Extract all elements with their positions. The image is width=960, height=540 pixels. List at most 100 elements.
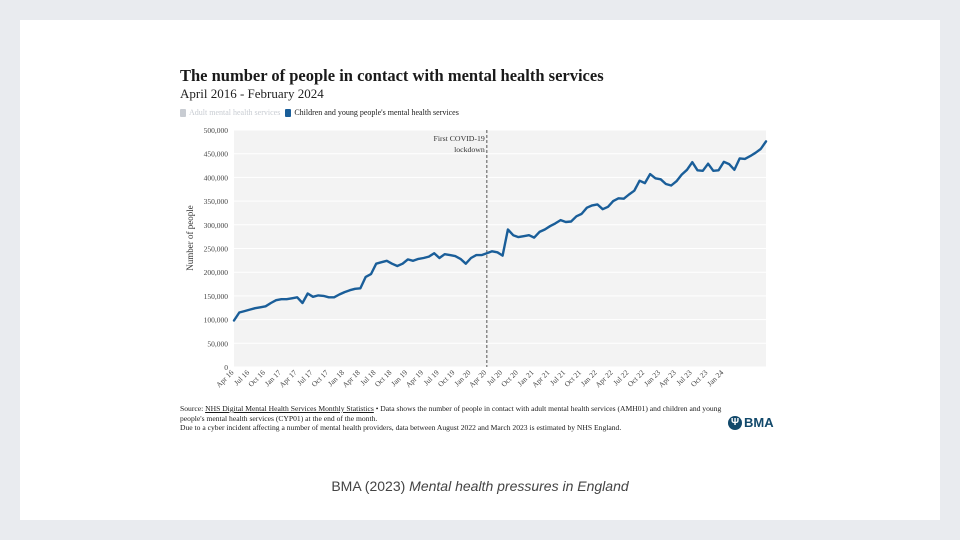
data-point (470, 257, 472, 259)
data-point (702, 170, 704, 172)
caption-title: Mental health pressures in England (409, 478, 629, 494)
data-point (538, 231, 541, 233)
data-point (465, 263, 467, 265)
data-point (270, 302, 272, 304)
x-tick-label: Oct 17 (310, 368, 331, 389)
x-tick-label: Jan 24 (705, 368, 725, 388)
data-point (528, 234, 530, 236)
data-point (486, 252, 488, 254)
data-point (238, 311, 240, 314)
data-point (554, 222, 556, 224)
data-point (449, 254, 451, 256)
data-point (760, 148, 762, 150)
line-chart: 0 50,000 100,000 150,000 200,000 250,000 300,0… (185, 126, 768, 389)
data-point (654, 177, 656, 179)
data-point (754, 152, 757, 154)
y-tick-label: 150,000 (204, 292, 229, 301)
data-point (565, 221, 567, 223)
data-point (407, 258, 409, 261)
x-tick-label: Apr 18 (341, 368, 362, 389)
data-point (570, 220, 572, 223)
data-point (233, 319, 235, 322)
data-point (275, 299, 277, 301)
data-point (675, 180, 678, 182)
data-point (586, 207, 588, 209)
data-point (433, 252, 435, 254)
cyber-incident-note: Due to a cyber incident affecting a numb… (180, 423, 622, 433)
data-point (623, 198, 625, 200)
data-point (681, 173, 683, 176)
legend-item-adult[interactable]: Adult mental health services (180, 108, 280, 117)
data-point (717, 169, 720, 171)
legend-label-adult: Adult mental health services (189, 108, 281, 117)
legend-swatch-adult (180, 108, 186, 117)
data-point (686, 169, 688, 171)
legend-swatch-children (285, 108, 292, 117)
data-point (728, 163, 730, 165)
x-tick-label: Oct 23 (689, 368, 710, 389)
data-point (638, 180, 641, 182)
data-point (254, 307, 256, 309)
data-point (491, 250, 493, 252)
slide-caption: BMA (2023) Mental health pressures in En… (0, 478, 960, 494)
covid-annotation-text: First COVID-19 (433, 134, 484, 143)
x-tick-label: Oct 20 (499, 368, 520, 389)
chart-subtitle: April 2016 - February 2024 (180, 86, 324, 101)
data-point (612, 200, 614, 202)
data-point (502, 255, 504, 257)
source-link[interactable]: NHS Digital Mental Health Services Month… (205, 404, 374, 413)
data-point (333, 296, 335, 298)
data-point (523, 235, 525, 237)
data-point (312, 296, 314, 298)
data-point (444, 253, 446, 255)
data-point (438, 257, 441, 259)
data-point (459, 258, 462, 260)
y-tick-label: 500,000 (204, 126, 229, 135)
x-tick-label: Oct 16 (246, 368, 267, 389)
data-point (660, 178, 662, 180)
data-point (581, 213, 583, 215)
data-point (575, 215, 577, 217)
data-point (296, 296, 298, 298)
x-tick-label: Oct 21 (562, 368, 583, 389)
data-point (359, 287, 362, 289)
plot-area: 0 50,000 100,000 150,000 200,000 250,000 300,0… (204, 126, 768, 389)
x-tick-label: Apr 19 (404, 368, 425, 389)
data-point (344, 291, 346, 293)
x-tick-label: Apr 16 (214, 368, 235, 389)
data-point (243, 310, 246, 312)
legend-item-children[interactable]: Children and young people's mental healt… (285, 108, 459, 117)
data-point (365, 276, 367, 278)
data-point (286, 298, 288, 300)
y-tick-label: 200,000 (204, 268, 229, 277)
x-tick-label: Oct 22 (626, 368, 647, 389)
x-tick-label: Apr 22 (593, 368, 614, 389)
y-tick-label: 100,000 (204, 316, 229, 325)
data-point (412, 260, 414, 262)
data-point (280, 298, 283, 300)
data-point (633, 190, 635, 192)
source-text: • Data shows the number of people in con… (180, 404, 722, 423)
data-point (628, 193, 630, 196)
data-point (291, 297, 293, 299)
data-point (544, 228, 546, 231)
y-tick-label: 450,000 (204, 150, 229, 159)
data-point (328, 296, 330, 298)
data-point (401, 263, 404, 265)
chart-title: The number of people in contact with men… (180, 66, 604, 85)
y-tick-label: 0 (224, 363, 228, 372)
chart-legend: Adult mental health services Children an… (180, 108, 464, 117)
source-label: Source: (180, 404, 206, 413)
data-point (549, 225, 551, 227)
y-axis-label: Number of people (185, 205, 195, 270)
data-point (691, 161, 693, 163)
data-point (602, 208, 604, 210)
data-point (670, 184, 672, 187)
data-point (707, 163, 709, 165)
y-tick-label: 300,000 (204, 221, 229, 230)
data-point (744, 158, 746, 160)
data-point (417, 258, 419, 260)
data-point (559, 219, 562, 221)
data-point (423, 257, 425, 259)
bma-logo-text: BMA (744, 415, 774, 430)
